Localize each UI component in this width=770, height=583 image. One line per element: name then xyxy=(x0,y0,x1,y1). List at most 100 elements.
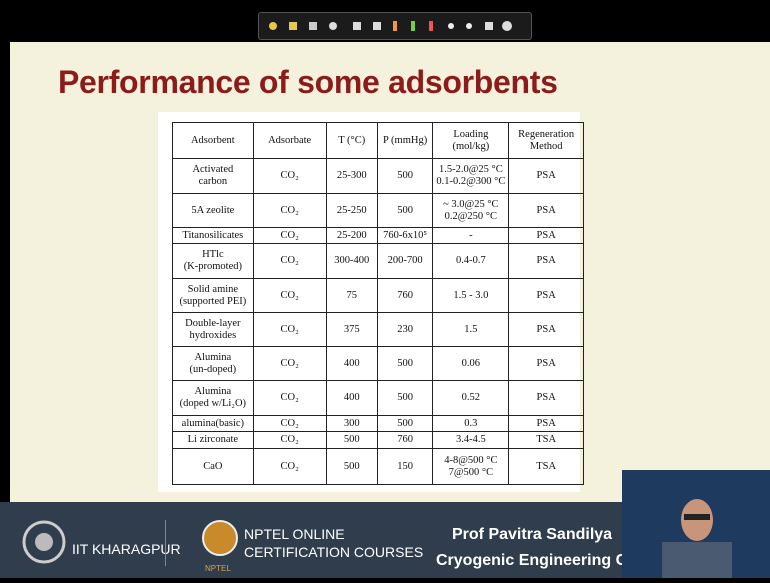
table-cell: alumina(basic) xyxy=(172,415,254,432)
professor: Prof Pavitra Sandilya xyxy=(452,526,613,543)
header-row: Adsorbent Adsorbate T (°C) P (mmHg) Loading … xyxy=(172,122,584,159)
table-cell: CaO xyxy=(172,448,254,485)
table-cell: Li zirconate xyxy=(172,431,254,449)
table-cell: 400 xyxy=(325,380,378,416)
table-cell: 150 xyxy=(376,448,434,485)
table-cell: 300-400 xyxy=(325,243,378,279)
table-cell: 5A zeolite xyxy=(172,193,254,228)
slide: Performance of some adsorbents Adsorbent… xyxy=(10,42,770,502)
table-cell: 4-8@500 °C 7@500 °C xyxy=(432,448,510,485)
table-cell: PSA xyxy=(508,278,584,313)
table-cell: CO₂ xyxy=(252,158,327,194)
table-row: Double-layer hydroxides CO₂ 375 230 1.5 PSA xyxy=(172,312,584,347)
table-row: Solid amine (supported PEI) CO₂ 75 760 1.5 -… xyxy=(172,278,584,313)
table-cell: 400 xyxy=(325,346,378,381)
table-cell: - xyxy=(432,227,510,244)
toolbar-icons xyxy=(269,21,512,31)
table-cell: Alumina (un-doped) xyxy=(172,346,254,381)
table-cell: CO₂ xyxy=(252,346,327,381)
table-cell: 200-700 xyxy=(376,243,434,279)
table-cell: PSA xyxy=(508,158,584,194)
nptel-logo-text: NPTEL xyxy=(205,564,231,573)
table-cell: Titanosilicates xyxy=(172,227,254,244)
table-cell: Activated carbon xyxy=(172,158,254,194)
table-row: Activated carbon CO₂ 25-300 500 1.5-2.0@25 °… xyxy=(172,158,584,194)
table-cell: PSA xyxy=(508,243,584,279)
table-cell: ~ 3.0@25 °C 0.2@250 °C xyxy=(432,193,510,228)
table-panel: Adsorbent Adsorbate T (°C) P (mmHg) Loading … xyxy=(158,112,584,492)
table-row: Titanosilicates CO₂ 25-200 760-6x10⁵ - PSA xyxy=(172,227,584,244)
table-cell: PSA xyxy=(508,346,584,381)
table-cell: Loading (mol/kg) xyxy=(432,122,510,159)
table-cell: Adsorbent xyxy=(172,122,254,159)
table-cell: 0.06 xyxy=(432,346,510,381)
adsorbent-table: Adsorbent Adsorbate T (°C) P (mmHg) Loading … xyxy=(172,122,584,485)
table-cell: TSA xyxy=(508,448,584,485)
table-cell: PSA xyxy=(508,227,584,244)
nptel-line1: NPTEL ONLINE xyxy=(244,526,345,542)
table-row: HTlc (K-promoted) CO₂ 300-400 200-700 0.4-0.… xyxy=(172,243,584,279)
table-cell: Adsorbate xyxy=(252,122,327,159)
iit-logo xyxy=(22,520,66,564)
table-cell: CO₂ xyxy=(252,227,327,244)
nptel-line2: CERTIFICATION COURSES xyxy=(244,544,424,560)
table-cell: P (mmHg) xyxy=(376,122,434,159)
table-row: alumina(basic) CO₂ 300 500 0.3 PSA xyxy=(172,415,584,432)
table-cell: 25-200 xyxy=(325,227,378,244)
table-cell: 760 xyxy=(376,278,434,313)
table-cell: Solid amine (supported PEI) xyxy=(172,278,254,313)
table-cell: CO₂ xyxy=(252,431,327,449)
divider xyxy=(165,520,166,566)
table-cell: CO₂ xyxy=(252,193,327,228)
course: Cryogenic Engineering Cen xyxy=(436,552,646,569)
table-cell: PSA xyxy=(508,415,584,432)
table-cell: CO₂ xyxy=(252,243,327,279)
table-cell: 1.5 - 3.0 xyxy=(432,278,510,313)
institute: IIT KHARAGPUR xyxy=(72,541,181,557)
slide-title: Performance of some adsorbents xyxy=(58,64,558,100)
table-cell: CO₂ xyxy=(252,312,327,347)
nptel-logo xyxy=(202,520,238,556)
table-cell: 0.52 xyxy=(432,380,510,416)
table-cell: TSA xyxy=(508,431,584,449)
table-cell: CO₂ xyxy=(252,415,327,432)
table-cell: 500 xyxy=(325,431,378,449)
table-row: CaO CO₂ 500 150 4-8@500 °C 7@500 °C TSA xyxy=(172,448,584,485)
table-cell: 230 xyxy=(376,312,434,347)
table-cell: 25-300 xyxy=(325,158,378,194)
table-cell: 500 xyxy=(376,193,434,228)
table-cell: 1.5 xyxy=(432,312,510,347)
table-cell: PSA xyxy=(508,312,584,347)
table-cell: 500 xyxy=(325,448,378,485)
table-cell: 0.3 xyxy=(432,415,510,432)
webcam-video xyxy=(622,470,770,578)
presenter xyxy=(662,499,732,578)
table-cell: 3.4-4.5 xyxy=(432,431,510,449)
table-row: Alumina (doped w/Li₂O) CO₂ 400 500 0.52 PSA xyxy=(172,380,584,416)
table-cell: PSA xyxy=(508,380,584,416)
table-cell: 760 xyxy=(376,431,434,449)
table-cell: 1.5-2.0@25 °C 0.1-0.2@300 °C xyxy=(432,158,510,194)
table-cell: 75 xyxy=(325,278,378,313)
table-cell: CO₂ xyxy=(252,448,327,485)
table-cell: 500 xyxy=(376,380,434,416)
table-cell: 760-6x10⁵ xyxy=(376,227,434,244)
table-cell: Alumina (doped w/Li₂O) xyxy=(172,380,254,416)
table-cell: CO₂ xyxy=(252,380,327,416)
table-cell: 300 xyxy=(325,415,378,432)
table-cell: Double-layer hydroxides xyxy=(172,312,254,347)
table-row: 5A zeolite CO₂ 25-250 500 ~ 3.0@25 °C 0.2@25… xyxy=(172,193,584,228)
table-cell: PSA xyxy=(508,193,584,228)
table-cell: 500 xyxy=(376,346,434,381)
table-cell: 375 xyxy=(325,312,378,347)
table-row: Alumina (un-doped) CO₂ 400 500 0.06 PSA xyxy=(172,346,584,381)
toolbar[interactable] xyxy=(258,12,532,40)
table-cell: 0.4-0.7 xyxy=(432,243,510,279)
table-cell: HTlc (K-promoted) xyxy=(172,243,254,279)
table-cell: 500 xyxy=(376,158,434,194)
table-cell: 500 xyxy=(376,415,434,432)
table-cell: Regeneration Method xyxy=(508,122,584,159)
table-cell: 25-250 xyxy=(325,193,378,228)
table-cell: CO₂ xyxy=(252,278,327,313)
table-row: Li zirconate CO₂ 500 760 3.4-4.5 TSA xyxy=(172,431,584,449)
